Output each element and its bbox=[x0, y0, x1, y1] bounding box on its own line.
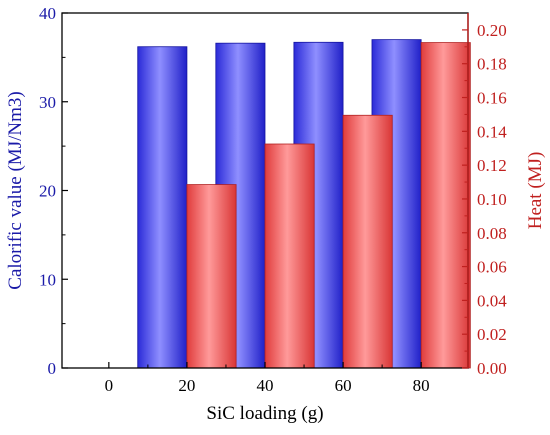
right-y-tick-label: 0.12 bbox=[477, 156, 507, 175]
heat-bar-60 bbox=[342, 114, 393, 369]
x-axis-title: SiC loading (g) bbox=[206, 403, 323, 424]
x-tick-label: 0 bbox=[105, 376, 114, 395]
right-y-tick-label: 0.08 bbox=[477, 224, 507, 243]
left-y-tick-label: 30 bbox=[39, 93, 56, 112]
right-y-tick-label: 0.06 bbox=[477, 258, 507, 277]
axes-layer: 0 10 20 30 40 0.00 0.02 0.04 0.06 0.08 0.10 0.12 0.1… bbox=[39, 4, 507, 395]
right-y-tick-label: 0.00 bbox=[477, 359, 507, 378]
right-y-tick-label: 0.10 bbox=[477, 190, 507, 209]
heat-bar-80 bbox=[420, 42, 471, 369]
left-y-tick-label: 40 bbox=[39, 4, 56, 23]
right-y-tick-label: 0.14 bbox=[477, 122, 507, 141]
x-tick-label: 80 bbox=[413, 376, 430, 395]
x-tick-label: 20 bbox=[178, 376, 195, 395]
heat-bar-40 bbox=[264, 143, 315, 369]
x-tick-label: 40 bbox=[257, 376, 274, 395]
left-y-tick-label: 10 bbox=[39, 270, 56, 289]
x-tick-label: 60 bbox=[335, 376, 352, 395]
right-y-tick-label: 0.02 bbox=[477, 325, 507, 344]
left-y-tick-label: 0 bbox=[48, 359, 57, 378]
heat-bar-20 bbox=[186, 184, 237, 369]
right-y-tick-label: 0.20 bbox=[477, 21, 507, 40]
right-y-tick-label: 0.04 bbox=[477, 291, 507, 310]
right-y-axis-title: Heat (MJ) bbox=[525, 152, 546, 230]
right-y-tick-label: 0.18 bbox=[477, 55, 507, 74]
bars-layer bbox=[137, 39, 471, 369]
left-y-tick-label: 20 bbox=[39, 182, 56, 201]
right-y-tick-label: 0.16 bbox=[477, 89, 507, 108]
left-y-axis-title: Calorific value (MJ/Nm3) bbox=[5, 91, 26, 289]
calorific-bar-20 bbox=[137, 46, 188, 369]
